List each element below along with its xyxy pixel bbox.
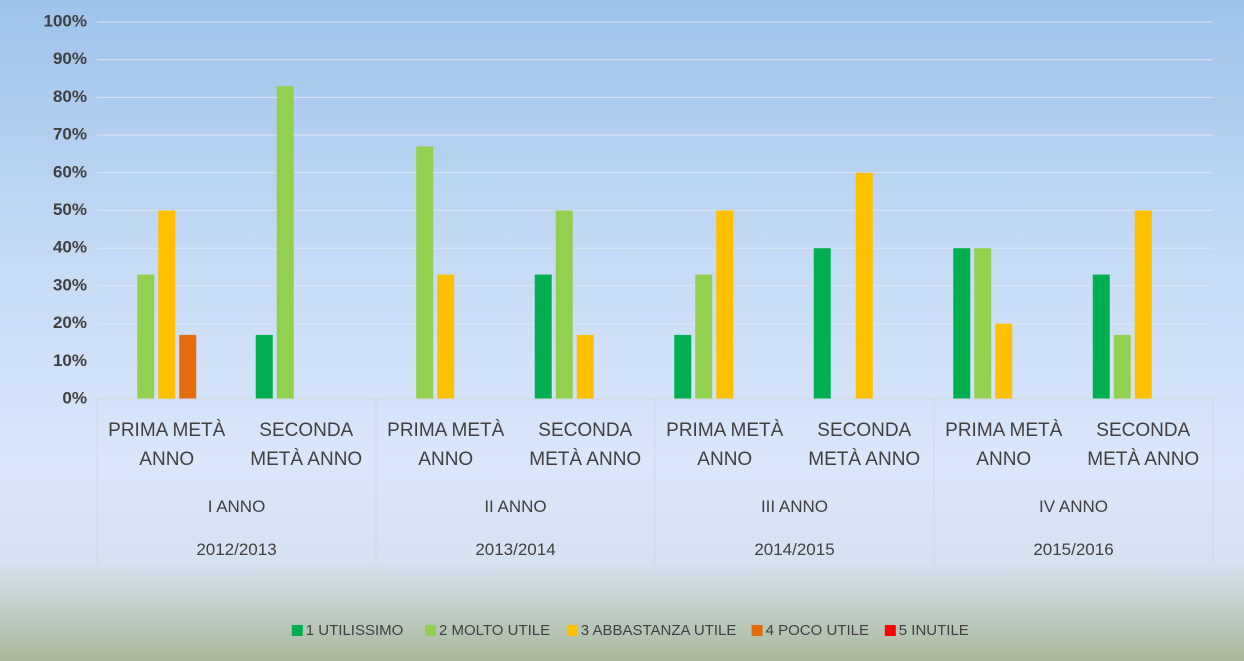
group-label: III ANNO (760, 497, 829, 516)
legend-label: 2 MOLTO UTILE (439, 622, 550, 639)
group-year: 2012/2013 (196, 540, 277, 559)
y-tick-label: 80% (53, 87, 87, 106)
bar (576, 334, 594, 399)
group-year: 2013/2014 (475, 540, 556, 559)
bar (276, 86, 294, 399)
group-label: I ANNO (207, 497, 266, 516)
bar (855, 172, 873, 399)
bar (953, 248, 971, 399)
legend-label: 1 UTILISSIMO (306, 622, 404, 639)
bar (255, 334, 273, 399)
bar (179, 334, 197, 399)
group-label: II ANNO (484, 497, 547, 516)
bar (1092, 274, 1110, 399)
legend-label: 4 POCO UTILE (766, 622, 869, 639)
bar (555, 210, 573, 399)
x-tick-label: SECONDA METÀ ANNO (808, 420, 921, 470)
legend-swatch (751, 625, 763, 636)
bar (437, 274, 455, 399)
bar (137, 274, 155, 399)
bar (974, 248, 992, 399)
bar (695, 274, 713, 399)
y-tick-label: 70% (53, 125, 87, 144)
y-tick-label: 30% (53, 275, 87, 294)
y-tick-label: 40% (53, 238, 87, 257)
bar (1113, 334, 1131, 399)
legend-swatch (884, 625, 896, 636)
bar (534, 274, 552, 399)
y-tick-label: 10% (53, 351, 87, 370)
y-tick-label: 0% (62, 388, 87, 407)
x-tick-label: PRIMA METÀ ANNO (666, 420, 784, 470)
bar (995, 323, 1013, 399)
y-tick-label: 90% (53, 49, 87, 68)
bar (674, 334, 692, 399)
bar (416, 146, 434, 399)
legend-label: 3 ABBASTANZA UTILE (581, 622, 737, 639)
y-tick-label: 100% (44, 11, 87, 30)
x-tick-label: SECONDA METÀ ANNO (250, 420, 363, 470)
y-tick-label: 20% (53, 313, 87, 332)
x-tick-label: SECONDA METÀ ANNO (1087, 420, 1200, 470)
legend-label: 5 INUTILE (899, 622, 969, 639)
bar (813, 248, 831, 399)
x-tick-label: PRIMA METÀ ANNO (108, 420, 226, 470)
y-tick-label: 50% (53, 200, 87, 219)
x-tick-label: SECONDA METÀ ANNO (529, 420, 642, 470)
x-tick-label: PRIMA METÀ ANNO (387, 420, 505, 470)
legend-swatch (425, 625, 436, 636)
group-label: IV ANNO (1039, 497, 1108, 516)
x-tick-label: PRIMA METÀ ANNO (945, 420, 1063, 470)
legend-swatch (566, 625, 578, 636)
bar (716, 210, 734, 399)
bar (158, 210, 176, 399)
y-tick-label: 60% (53, 162, 87, 181)
legend-swatch (291, 625, 303, 636)
group-year: 2015/2016 (1033, 540, 1114, 559)
bar (1134, 210, 1152, 399)
group-year: 2014/2015 (754, 540, 835, 559)
